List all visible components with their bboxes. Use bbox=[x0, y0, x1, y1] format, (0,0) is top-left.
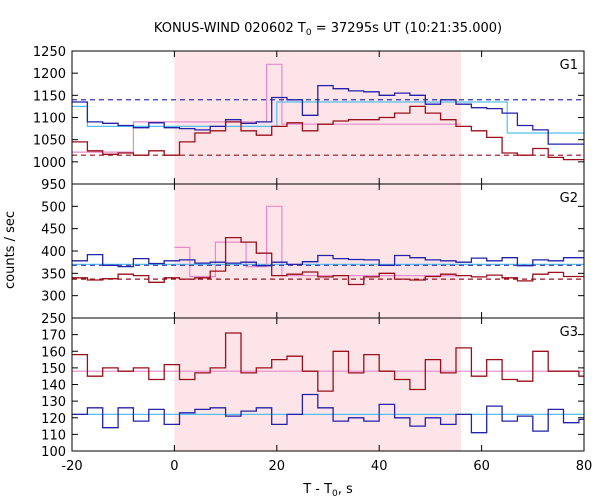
lightcurve-series-2 bbox=[72, 236, 584, 286]
x-axis-label-subscript: 0 bbox=[332, 489, 338, 499]
x-tick-label: 40 bbox=[371, 459, 388, 474]
y-tick-label: 150 bbox=[41, 362, 66, 377]
lightcurve-series-2 bbox=[72, 105, 584, 161]
y-tick-label: 130 bbox=[41, 395, 66, 410]
y-tick-label: 250 bbox=[41, 312, 66, 327]
panel-label: G2 bbox=[560, 191, 578, 206]
x-tick-label: -20 bbox=[61, 459, 82, 474]
panel-label: G3 bbox=[560, 325, 578, 340]
x-axis-label: T - T0, s bbox=[302, 482, 353, 499]
y-tick-label: 1200 bbox=[33, 67, 66, 82]
panel-label: G1 bbox=[560, 58, 578, 73]
panel-g1: 950 1000 1050 1100 1150 1200 1250 G1 bbox=[33, 45, 585, 193]
y-tick-label: 450 bbox=[41, 223, 66, 238]
y-tick-label: 400 bbox=[41, 245, 66, 260]
plot-area: 950100010501100115012001250G125030035040… bbox=[33, 45, 592, 474]
y-tick-label: 160 bbox=[41, 345, 66, 360]
interval-shade bbox=[174, 184, 462, 318]
y-tick-label: 140 bbox=[41, 379, 66, 394]
x-tick-label: 0 bbox=[170, 459, 178, 474]
fit-step-2 bbox=[72, 63, 462, 153]
panel-g2: 250 300 350 400 450 500 G2 bbox=[41, 183, 585, 327]
x-axis-label-suffix: , s bbox=[338, 482, 353, 497]
y-tick-label: 1150 bbox=[33, 89, 66, 104]
chart-title-suffix: = 37295s UT (10:21:35.000) bbox=[312, 21, 502, 36]
y-tick-label: 1100 bbox=[33, 112, 66, 127]
y-tick-label: 350 bbox=[41, 267, 66, 282]
y-axis-label: counts / sec bbox=[3, 211, 18, 289]
y-tick-label: 300 bbox=[41, 290, 66, 305]
x-tick-label: 80 bbox=[576, 459, 593, 474]
y-tick-label: 1000 bbox=[33, 156, 66, 171]
y-tick-label: 950 bbox=[41, 178, 66, 193]
y-tick-label: 1250 bbox=[33, 45, 66, 60]
y-tick-label: 1050 bbox=[33, 134, 66, 149]
y-tick-label: 170 bbox=[41, 329, 66, 344]
x-axis-label-prefix: T - T bbox=[302, 482, 332, 497]
interval-shade bbox=[174, 51, 462, 184]
x-tick-label: 60 bbox=[473, 459, 490, 474]
chart-title-subscript: 0 bbox=[306, 28, 312, 38]
chart-title: KONUS-WIND 020602 T0 = 37295s UT (10:21:… bbox=[154, 21, 502, 38]
lightcurve-series-2 bbox=[72, 332, 584, 392]
lightcurve-series-1 bbox=[72, 84, 584, 145]
y-tick-label: 500 bbox=[41, 200, 66, 215]
chart-title-prefix: KONUS-WIND 020602 T bbox=[154, 21, 306, 36]
y-tick-label: 100 bbox=[41, 445, 66, 460]
lightcurve-series-1 bbox=[72, 253, 584, 268]
lightcurve-series-1 bbox=[72, 393, 584, 434]
y-tick-label: 110 bbox=[41, 428, 66, 443]
y-tick-label: 120 bbox=[41, 412, 66, 427]
x-tick-label: 20 bbox=[269, 459, 286, 474]
fit-step-2 bbox=[174, 205, 462, 278]
